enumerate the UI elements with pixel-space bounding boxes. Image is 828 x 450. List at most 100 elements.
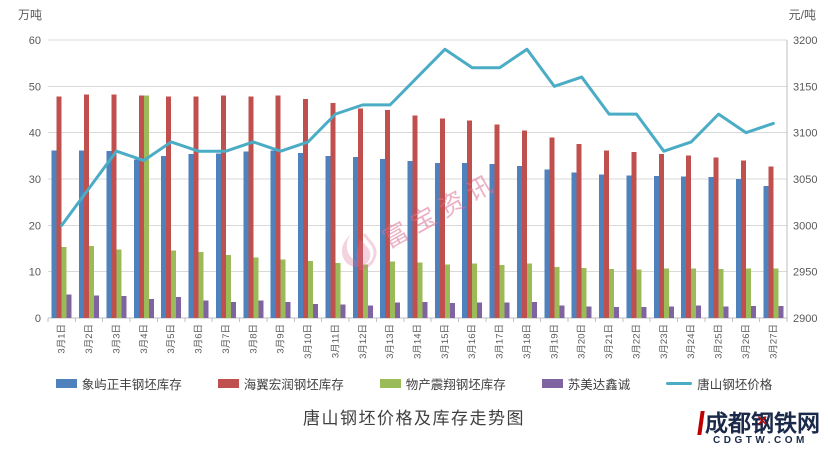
- x-axis-label: 3月23日: [659, 324, 670, 359]
- x-axis-label: 3月26日: [741, 324, 752, 359]
- bar-海翼宏润钢坯库存-3月26日: [740, 160, 746, 318]
- bar-海翼宏润钢坯库存-3月20日: [576, 143, 582, 318]
- legend-swatch-bar: [217, 379, 239, 388]
- bar-苏美达鑫诚-3月4日: [148, 299, 154, 318]
- bar-象屿正丰钢坯库存-3月13日: [380, 159, 386, 318]
- bar-象屿正丰钢坯库存-3月22日: [626, 175, 632, 318]
- bar-海翼宏润钢坯库存-3月17日: [494, 124, 500, 319]
- x-axis-label: 3月19日: [549, 324, 560, 359]
- bar-苏美达鑫诚-3月24日: [696, 305, 702, 318]
- bar-海翼宏润钢坯库存-3月15日: [439, 118, 445, 318]
- x-axis-label: 3月21日: [604, 324, 615, 359]
- x-axis-label: 3月1日: [57, 324, 68, 354]
- bar-象屿正丰钢坯库存-3月16日: [462, 163, 468, 318]
- x-axis-label: 3月5日: [166, 324, 177, 354]
- bar-象屿正丰钢坯库存-3月19日: [544, 169, 550, 318]
- left-axis-tick-label: 50: [29, 81, 41, 93]
- bar-象屿正丰钢坯库存-3月17日: [489, 164, 495, 318]
- bar-物产震翔钢坯库存-3月16日: [472, 263, 478, 318]
- bar-象屿正丰钢坯库存-3月12日: [352, 156, 358, 318]
- site-logo: 成都钢铁网 ✕ CDGTW.COM: [697, 409, 820, 446]
- bar-海翼宏润钢坯库存-3月4日: [138, 95, 144, 318]
- right-axis-tick-label: 3200: [793, 35, 817, 47]
- bar-苏美达鑫诚-3月1日: [66, 294, 72, 318]
- bar-海翼宏润钢坯库存-3月10日: [303, 98, 309, 319]
- left-axis-tick-label: 60: [29, 35, 41, 47]
- bar-象屿正丰钢坯库存-3月20日: [571, 172, 577, 318]
- bar-苏美达鑫诚-3月11日: [340, 304, 346, 318]
- bar-苏美达鑫诚-3月16日: [477, 302, 483, 318]
- x-axis-label: 3月18日: [522, 324, 533, 359]
- x-axis-label: 3月15日: [440, 324, 451, 359]
- legend-swatch-bar: [379, 379, 401, 388]
- bar-物产震翔钢坯库存-3月5日: [171, 250, 177, 318]
- bar-海翼宏润钢坯库存-3月3日: [111, 94, 117, 318]
- legend-label: 唐山钢坯价格: [697, 378, 773, 392]
- bar-海翼宏润钢坯库存-3月11日: [330, 103, 336, 318]
- legend-item-5: 唐山钢坯价格: [666, 374, 772, 393]
- bar-苏美达鑫诚-3月5日: [176, 297, 182, 318]
- legend: 象屿正丰钢坯库存 海翼宏润钢坯库存 物产震翔钢坯库存 苏美达鑫诚 唐山钢坯价格: [0, 374, 828, 393]
- legend-label: 物产震翔钢坯库存: [405, 378, 506, 392]
- bar-物产震翔钢坯库存-3月15日: [444, 264, 450, 318]
- logo-domain: CDGTW.COM: [713, 435, 808, 446]
- logo-text: 成都钢铁网: [705, 409, 820, 436]
- bar-苏美达鑫诚-3月18日: [531, 301, 537, 318]
- bar-海翼宏润钢坯库存-3月2日: [84, 94, 90, 318]
- bar-海翼宏润钢坯库存-3月9日: [275, 95, 281, 318]
- right-axis-tick-label: 3100: [793, 128, 817, 140]
- x-axis-label: 3月14日: [413, 324, 424, 359]
- bar-物产震翔钢坯库存-3月11日: [335, 262, 341, 318]
- left-axis-tick-label: 10: [29, 267, 41, 279]
- bar-苏美达鑫诚-3月12日: [367, 305, 373, 318]
- bar-象屿正丰钢坯库存-3月26日: [735, 179, 741, 318]
- right-axis-tick-label: 3050: [793, 174, 817, 186]
- bar-苏美达鑫诚-3月23日: [668, 306, 674, 318]
- right-axis-tick-label: 3000: [793, 220, 817, 232]
- bar-象屿正丰钢坯库存-3月11日: [325, 155, 331, 318]
- legend-swatch-bar: [541, 379, 563, 388]
- bar-物产震翔钢坯库存-3月8日: [253, 257, 259, 318]
- x-axis-label: 3月11日: [330, 324, 341, 358]
- x-axis-label: 3月8日: [248, 324, 259, 354]
- bar-海翼宏润钢坯库存-3月5日: [166, 96, 172, 318]
- x-axis-label: 3月27日: [768, 324, 779, 359]
- x-axis-label: 3月2日: [84, 324, 95, 354]
- bar-苏美达鑫诚-3月19日: [559, 305, 565, 318]
- bar-海翼宏润钢坯库存-3月21日: [604, 150, 610, 318]
- chart-title: 唐山钢坯价格及库存走势图: [303, 409, 525, 428]
- right-axis-tick-label: 2950: [793, 267, 817, 279]
- bar-海翼宏润钢坯库存-3月18日: [521, 130, 527, 318]
- bar-象屿正丰钢坯库存-3月4日: [133, 159, 139, 318]
- legend-swatch-bar: [55, 379, 77, 388]
- bar-苏美达鑫诚-3月17日: [504, 302, 510, 318]
- bar-苏美达鑫诚-3月27日: [778, 305, 784, 318]
- x-axis-label: 3月22日: [631, 324, 642, 359]
- site-logo-main: 成都钢铁网 ✕: [697, 409, 820, 436]
- bar-象屿正丰钢坯库存-3月23日: [653, 176, 659, 318]
- bar-海翼宏润钢坯库存-3月23日: [658, 153, 664, 318]
- bar-物产震翔钢坯库存-3月2日: [89, 246, 95, 318]
- price-line: [60, 47, 775, 227]
- bar-象屿正丰钢坯库存-3月27日: [763, 185, 769, 318]
- logo-x-accent: ✕: [756, 413, 769, 430]
- bar-象屿正丰钢坯库存-3月15日: [434, 162, 440, 318]
- bar-物产震翔钢坯库存-3月13日: [390, 261, 396, 318]
- x-axis-label: 3月12日: [358, 324, 369, 359]
- bar-象屿正丰钢坯库存-3月2日: [79, 150, 85, 318]
- bar-物产震翔钢坯库存-3月12日: [362, 264, 368, 318]
- legend-swatch-line: [666, 382, 693, 385]
- bar-海翼宏润钢坯库存-3月6日: [193, 96, 199, 318]
- bar-海翼宏润钢坯库存-3月22日: [631, 152, 637, 318]
- bar-苏美达鑫诚-3月15日: [449, 303, 455, 318]
- bar-象屿正丰钢坯库存-3月3日: [106, 151, 112, 318]
- x-axis-label: 3月4日: [139, 324, 150, 354]
- x-axis-label: 3月24日: [686, 324, 697, 359]
- bar-象屿正丰钢坯库存-3月10日: [298, 153, 304, 318]
- bar-物产震翔钢坯库存-3月6日: [198, 252, 204, 318]
- bar-海翼宏润钢坯库存-3月27日: [768, 166, 774, 318]
- x-axis-label: 3月17日: [495, 324, 506, 359]
- bar-苏美达鑫诚-3月14日: [422, 301, 428, 318]
- bar-物产震翔钢坯库存-3月20日: [581, 267, 587, 318]
